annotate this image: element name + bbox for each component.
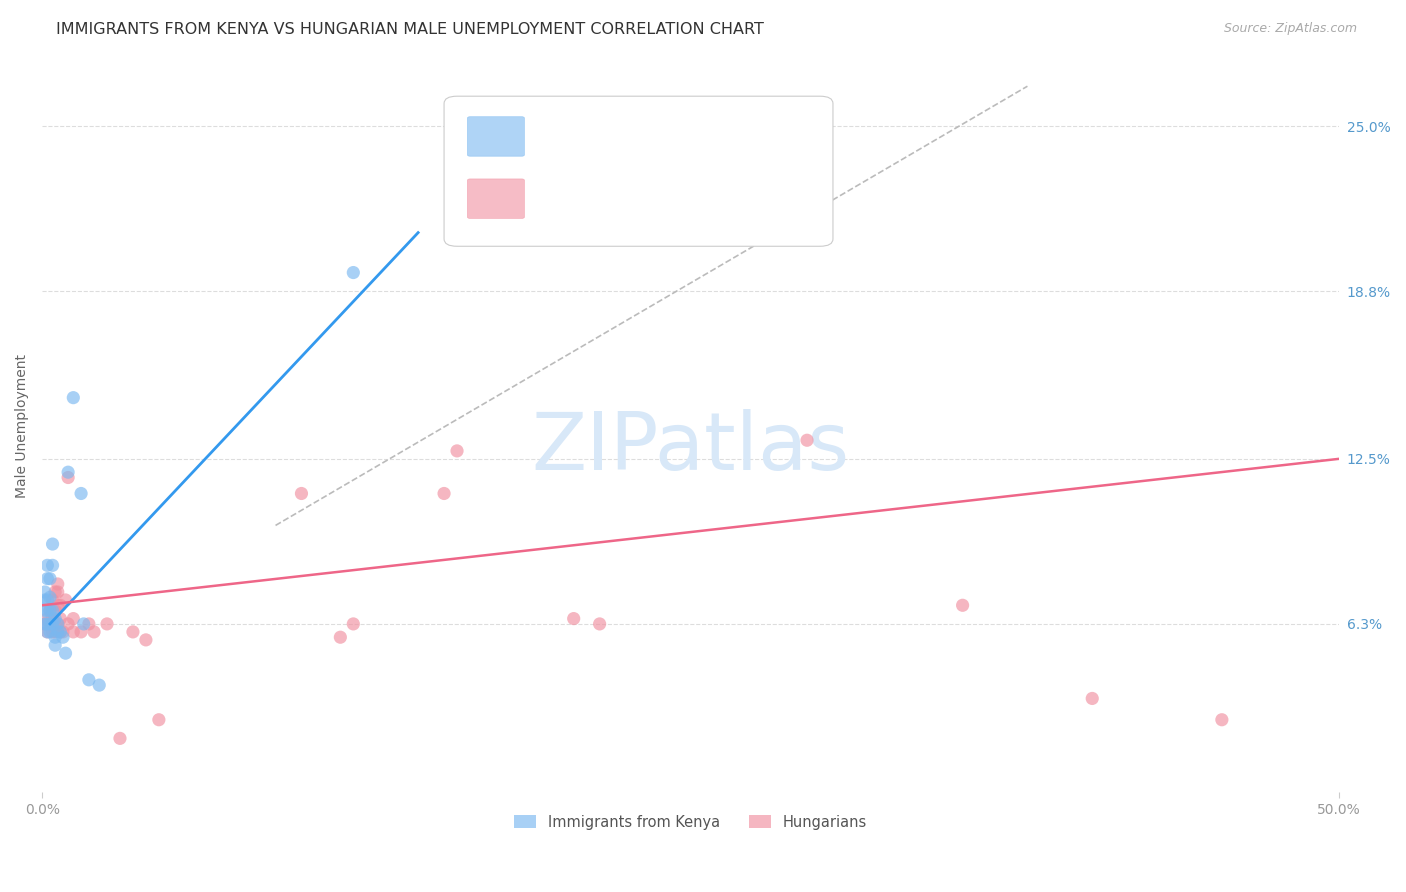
- Point: [46, 585, 69, 599]
- Point: [39, 604, 62, 618]
- Point: [41, 593, 63, 607]
- Point: [342, 616, 364, 631]
- Text: Source: ZipAtlas.com: Source: ZipAtlas.com: [1223, 22, 1357, 36]
- Point: [329, 630, 352, 644]
- Point: [70, 486, 93, 500]
- Point: [73, 616, 96, 631]
- Point: [37, 611, 59, 625]
- FancyBboxPatch shape: [467, 179, 524, 219]
- Point: [1081, 691, 1104, 706]
- Point: [37, 624, 59, 639]
- Point: [44, 624, 66, 639]
- Point: [34, 585, 56, 599]
- Point: [44, 611, 66, 625]
- Point: [55, 646, 77, 660]
- Point: [108, 731, 131, 746]
- Point: [89, 678, 111, 692]
- Text: ZIPatlas: ZIPatlas: [531, 409, 849, 486]
- Point: [46, 616, 69, 631]
- Legend: Immigrants from Kenya, Hungarians: Immigrants from Kenya, Hungarians: [508, 809, 873, 836]
- Point: [56, 465, 79, 479]
- Point: [34, 616, 56, 631]
- Point: [77, 673, 100, 687]
- Point: [70, 624, 93, 639]
- Point: [37, 593, 59, 607]
- Y-axis label: Male Unemployment: Male Unemployment: [15, 353, 30, 498]
- Point: [39, 604, 62, 618]
- Text: R = 0.262   N = 44: R = 0.262 N = 44: [538, 190, 683, 205]
- Point: [41, 537, 63, 551]
- Point: [49, 599, 72, 613]
- Point: [148, 713, 170, 727]
- Point: [342, 266, 364, 280]
- Point: [446, 443, 468, 458]
- FancyBboxPatch shape: [467, 117, 524, 156]
- Point: [49, 624, 72, 639]
- Point: [55, 593, 77, 607]
- Text: IMMIGRANTS FROM KENYA VS HUNGARIAN MALE UNEMPLOYMENT CORRELATION CHART: IMMIGRANTS FROM KENYA VS HUNGARIAN MALE …: [56, 22, 763, 37]
- Point: [83, 624, 105, 639]
- Point: [39, 616, 62, 631]
- Point: [46, 624, 69, 639]
- Point: [34, 593, 56, 607]
- Point: [37, 604, 59, 618]
- Point: [44, 616, 66, 631]
- Point: [41, 624, 63, 639]
- Point: [62, 624, 84, 639]
- Point: [44, 585, 66, 599]
- Point: [37, 616, 59, 631]
- Point: [52, 624, 75, 639]
- Point: [290, 486, 312, 500]
- Point: [41, 558, 63, 573]
- Point: [37, 558, 59, 573]
- Point: [796, 434, 818, 448]
- Point: [46, 577, 69, 591]
- Point: [37, 624, 59, 639]
- Point: [49, 611, 72, 625]
- Point: [62, 391, 84, 405]
- Point: [96, 616, 118, 631]
- Point: [588, 616, 610, 631]
- Point: [56, 470, 79, 484]
- Point: [1211, 713, 1233, 727]
- Point: [135, 632, 157, 647]
- Point: [49, 624, 72, 639]
- Point: [44, 638, 66, 652]
- Point: [122, 624, 145, 639]
- Point: [44, 604, 66, 618]
- Point: [41, 616, 63, 631]
- Point: [952, 599, 974, 613]
- Point: [44, 630, 66, 644]
- Point: [62, 611, 84, 625]
- Point: [39, 624, 62, 639]
- Point: [56, 616, 79, 631]
- Point: [77, 616, 100, 631]
- Text: R = 0.696   N = 34: R = 0.696 N = 34: [538, 128, 683, 143]
- Point: [562, 611, 585, 625]
- Point: [39, 591, 62, 605]
- Point: [34, 616, 56, 631]
- Point: [433, 486, 456, 500]
- Point: [34, 604, 56, 618]
- Point: [46, 616, 69, 631]
- Point: [39, 572, 62, 586]
- Point: [37, 572, 59, 586]
- Point: [46, 599, 69, 613]
- Point: [41, 611, 63, 625]
- Point: [39, 616, 62, 631]
- Point: [52, 630, 75, 644]
- Point: [41, 604, 63, 618]
- FancyBboxPatch shape: [444, 96, 832, 246]
